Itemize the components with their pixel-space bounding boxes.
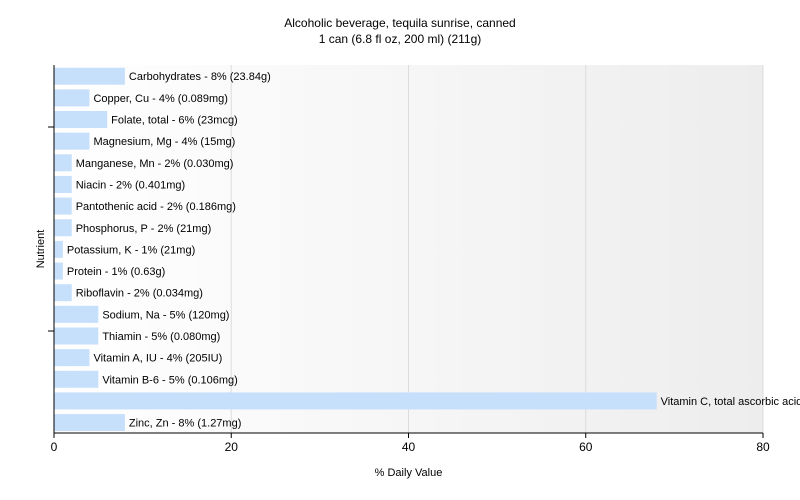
chart-title-block: Alcoholic beverage, tequila sunrise, can… [0, 15, 800, 47]
bar [54, 175, 72, 193]
bar [54, 305, 99, 323]
bar-label: Magnesium, Mg - 4% (15mg) [93, 136, 235, 148]
x-tick-label: 20 [225, 440, 239, 454]
bar [54, 240, 63, 258]
bar [54, 132, 90, 150]
bar [54, 284, 72, 302]
axes: 0 20 40 60 80 [48, 65, 770, 454]
bar [54, 392, 657, 410]
gridlines [230, 65, 764, 433]
bar-label: Carbohydrates - 8% (23.84g) [129, 71, 271, 83]
bar-label: Copper, Cu - 4% (0.089mg) [93, 93, 228, 105]
bar-label: Thiamin - 5% (0.080mg) [102, 331, 220, 343]
x-tick-label: 80 [756, 440, 770, 454]
bar [54, 349, 90, 367]
x-tick-label: 60 [579, 440, 593, 454]
bar [54, 67, 125, 85]
x-axis-title: % Daily Value [375, 467, 443, 479]
bar [54, 262, 63, 280]
chart-title: Alcoholic beverage, tequila sunrise, can… [284, 16, 516, 30]
bar-label: Riboflavin - 2% (0.034mg) [76, 288, 203, 300]
bar [54, 111, 108, 129]
bar-label: Pantothenic acid - 2% (0.186mg) [76, 201, 236, 213]
bar-label: Manganese, Mn - 2% (0.030mg) [76, 158, 234, 170]
bar [54, 154, 72, 172]
y-axis-title: Nutrient [35, 230, 47, 269]
bar-label: Potassium, K - 1% (21mg) [67, 244, 195, 256]
bar-label: Folate, total - 6% (23mcg) [111, 115, 238, 127]
bar [54, 327, 99, 345]
bar-label: Zinc, Zn - 8% (1.27mg) [129, 418, 241, 430]
bar [54, 219, 72, 237]
bar [54, 370, 99, 388]
chart-subtitle: 1 can (6.8 fl oz, 200 ml) (211g) [318, 32, 482, 46]
x-tick-label: 0 [51, 440, 58, 454]
bar-label: Sodium, Na - 5% (120mg) [102, 309, 229, 321]
bar [54, 414, 125, 432]
bar [54, 197, 72, 215]
bar [54, 89, 90, 107]
x-tick-label: 40 [402, 440, 416, 454]
bar-label: Phosphorus, P - 2% (21mg) [76, 223, 212, 235]
bar-label: Vitamin B-6 - 5% (0.106mg) [102, 374, 238, 386]
bar-label: Niacin - 2% (0.401mg) [76, 179, 185, 191]
bars: Carbohydrates - 8% (23.84g) Copper, Cu - … [54, 67, 800, 432]
bar-label: Vitamin A, IU - 4% (205IU) [93, 353, 222, 365]
bar-label: Vitamin C, total ascorbic acid - 68% (40… [661, 396, 800, 408]
bar-label: Protein - 1% (0.63g) [67, 266, 165, 278]
